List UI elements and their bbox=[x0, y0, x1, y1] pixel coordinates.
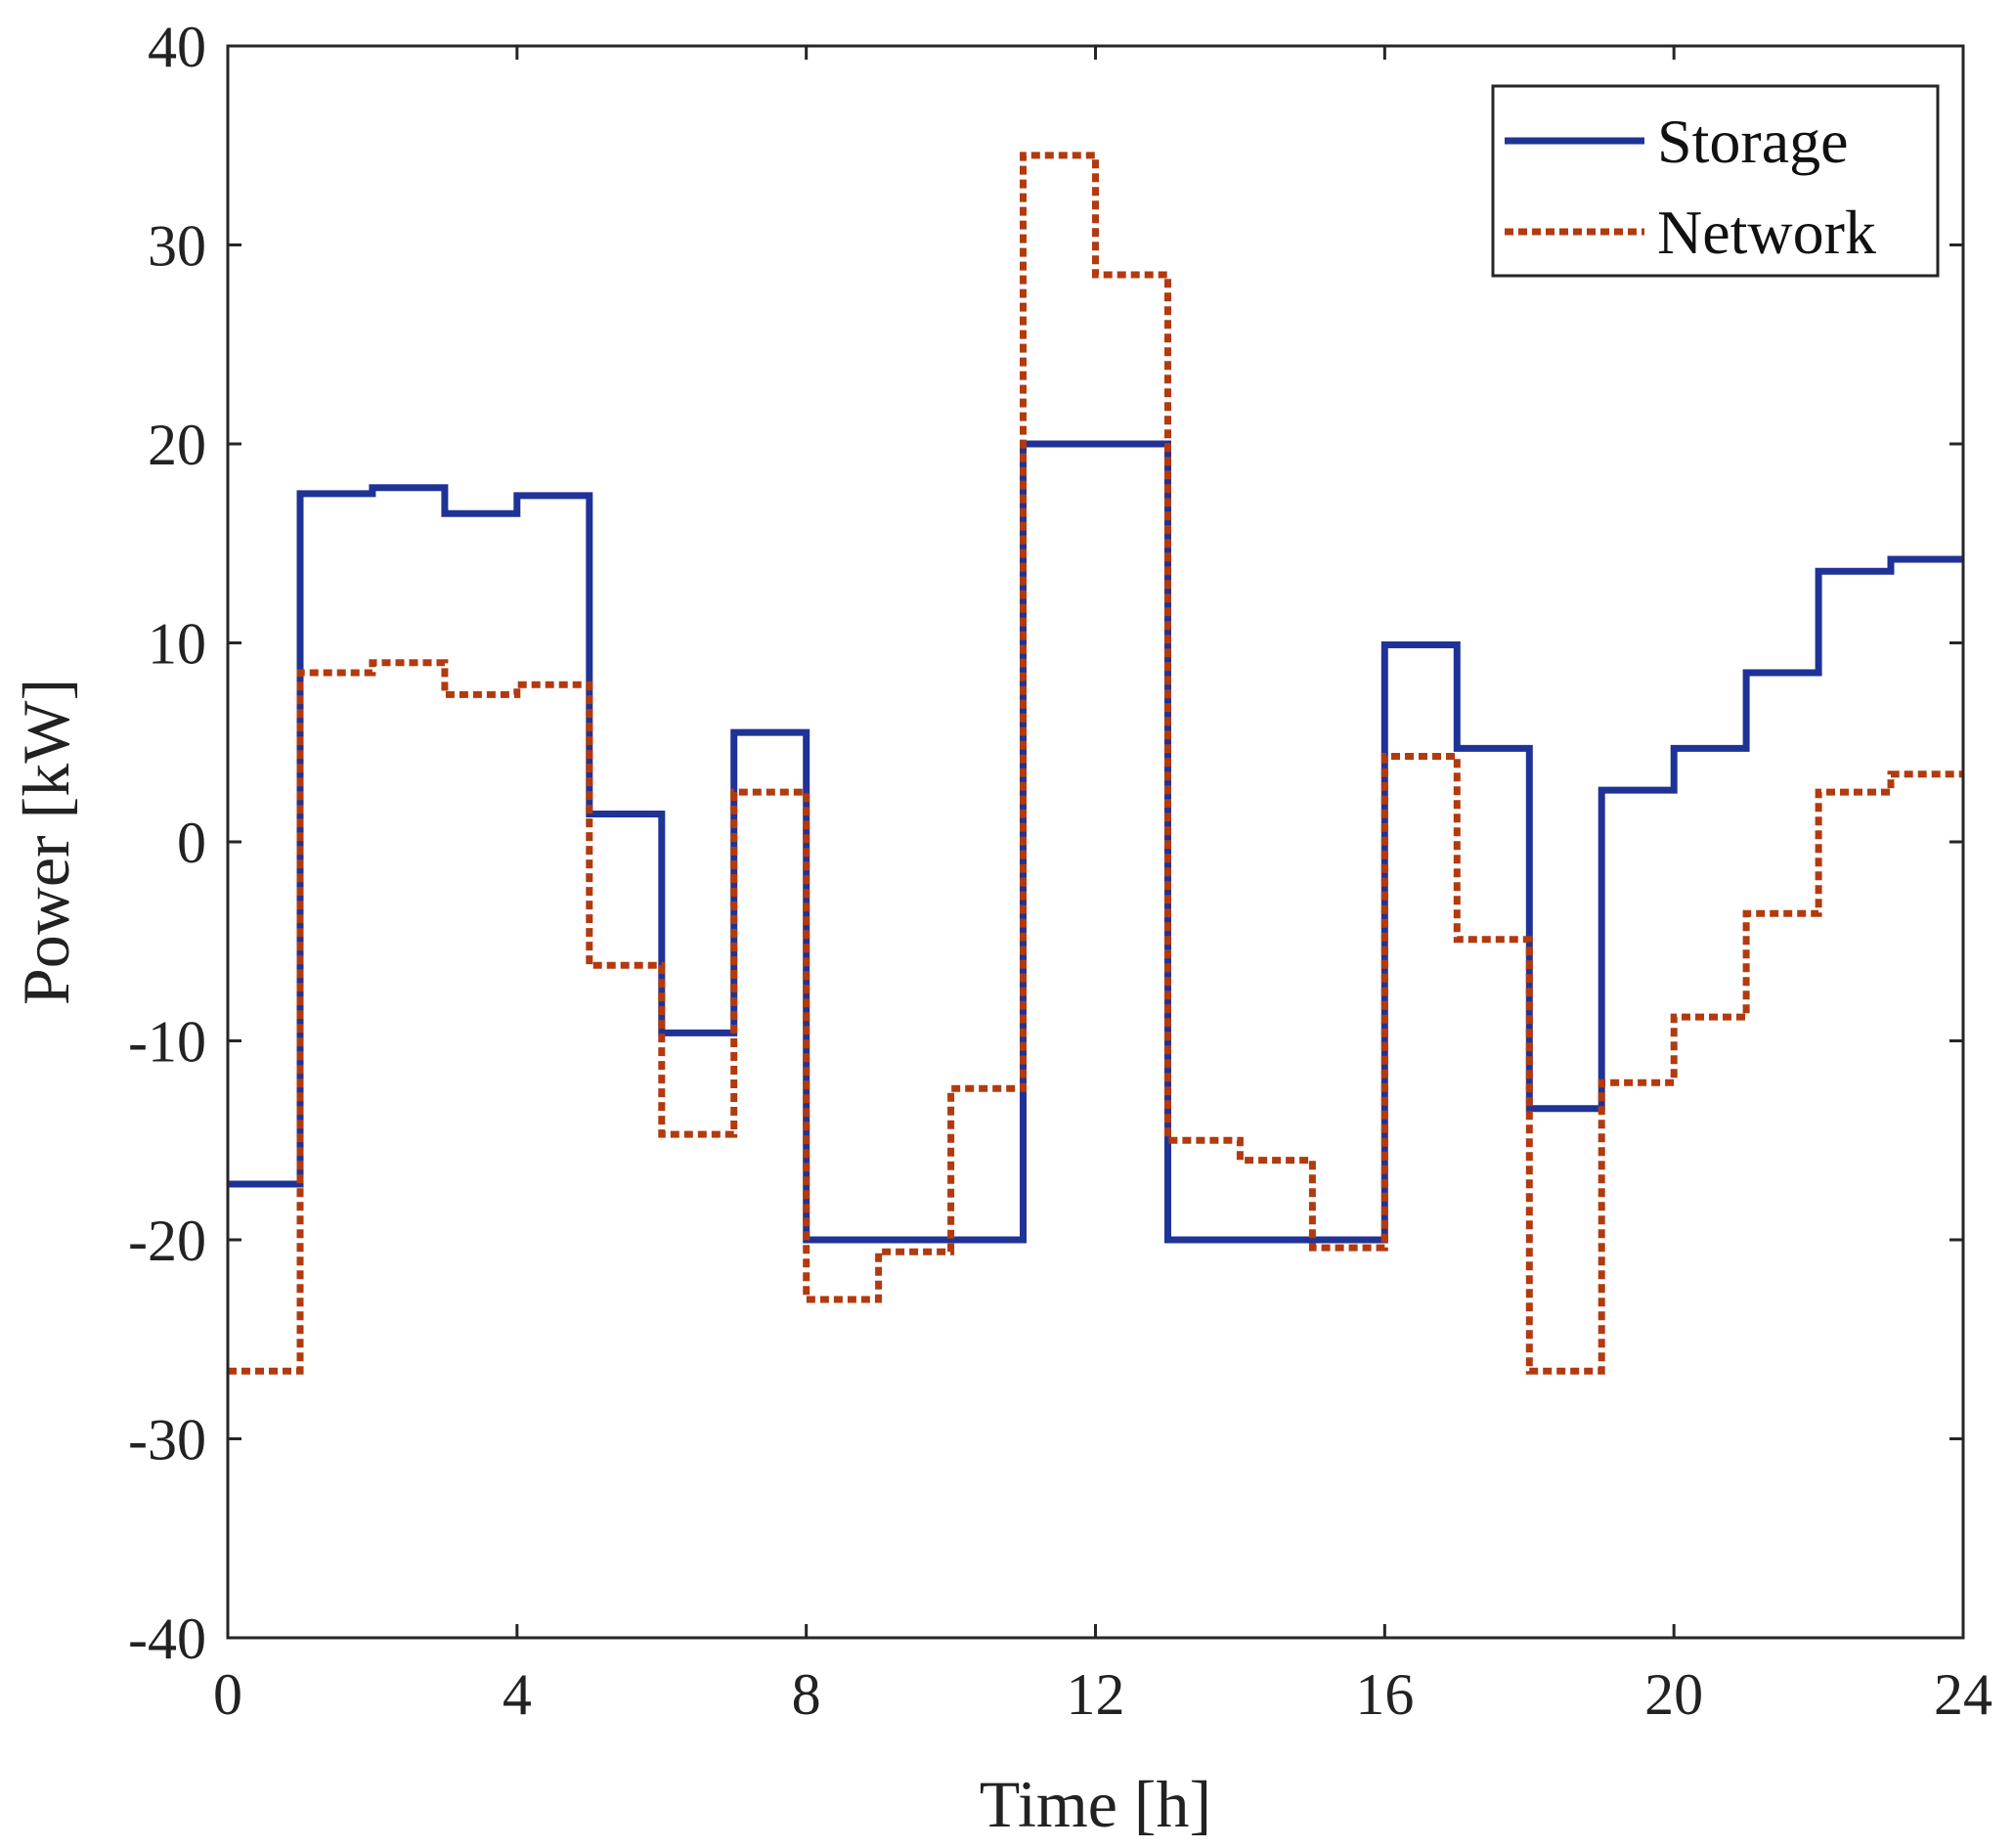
tick-layer: 0 4 8 12 16 20 24 -40 -30 -20 -10 0 10 20 30 40 bbox=[128, 15, 1992, 1727]
legend-label-network: Network bbox=[1657, 198, 1876, 267]
y-tick-label: 10 bbox=[148, 612, 206, 677]
y-tick-label: 20 bbox=[148, 413, 206, 477]
y-tick-label: -20 bbox=[128, 1209, 206, 1273]
y-tick-label: -30 bbox=[128, 1408, 206, 1473]
x-tick-label: 4 bbox=[503, 1662, 532, 1727]
x-tick-label: 24 bbox=[1934, 1662, 1992, 1727]
legend: Storage Network bbox=[1491, 84, 1940, 278]
x-axis-title: Time [h] bbox=[980, 1767, 1211, 1841]
x-tick-label: 12 bbox=[1067, 1662, 1125, 1727]
y-tick-label: -40 bbox=[128, 1606, 206, 1671]
x-tick-label: 0 bbox=[213, 1662, 242, 1727]
y-tick-label: -10 bbox=[128, 1010, 206, 1075]
y-tick-label: 30 bbox=[148, 214, 206, 279]
x-tick-label: 16 bbox=[1355, 1662, 1414, 1727]
series-storage-line bbox=[228, 440, 1963, 1244]
legend-box bbox=[1491, 84, 1940, 278]
x-tick-label: 8 bbox=[792, 1662, 821, 1727]
x-tick-label: 20 bbox=[1644, 1662, 1703, 1727]
y-axis-title: Power [kW] bbox=[9, 679, 83, 1005]
series-layer bbox=[228, 152, 1963, 1375]
y-tick-label: 40 bbox=[148, 15, 206, 79]
legend-label-storage: Storage bbox=[1657, 107, 1849, 176]
series-network-line bbox=[228, 152, 1963, 1375]
y-tick-label: 0 bbox=[177, 811, 206, 875]
